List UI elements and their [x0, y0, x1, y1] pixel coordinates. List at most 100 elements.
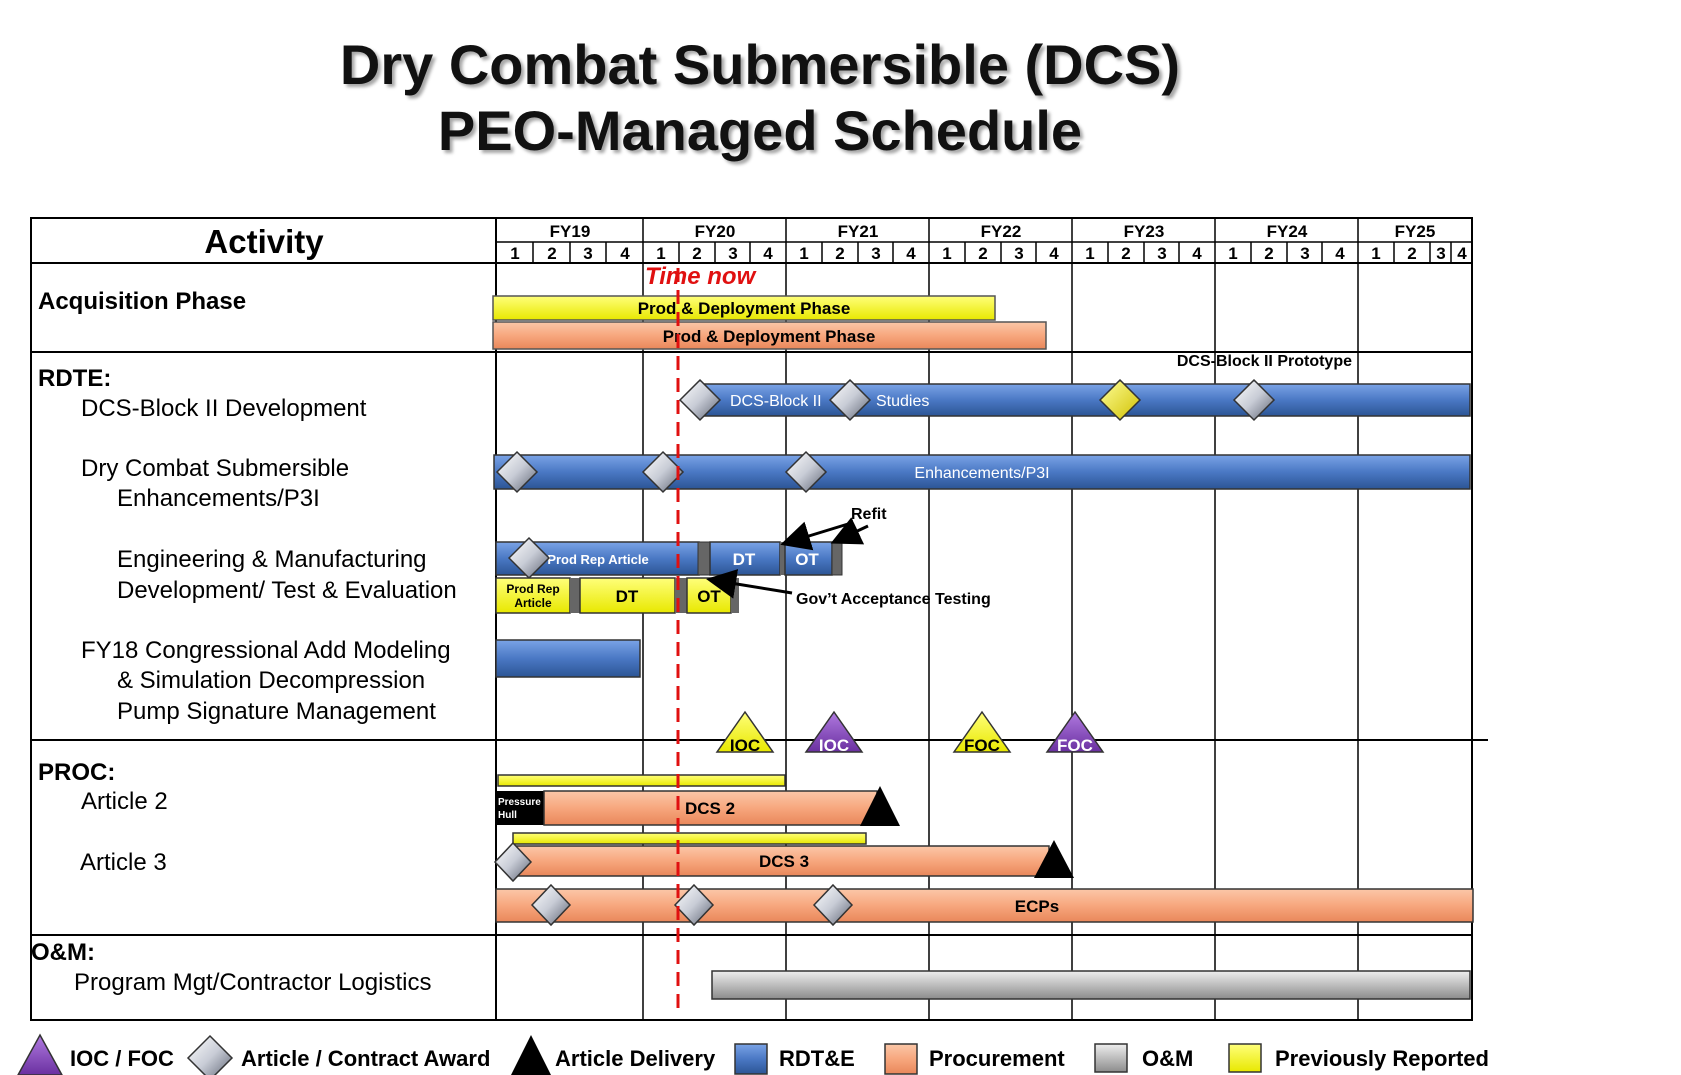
- gov-acceptance-label: Gov’t Acceptance Testing: [796, 591, 991, 608]
- row-enhancements-2: Enhancements/P3I: [117, 485, 320, 512]
- quarter-label: 1: [942, 244, 951, 263]
- quarter-label: 3: [728, 244, 737, 263]
- activity-labels: Acquisition Phase RDTE: DCS-Block II Dev…: [31, 288, 457, 996]
- dcs2-label: DCS 2: [685, 799, 735, 818]
- foc-prev-label: FOC: [964, 736, 1000, 755]
- quarter-label: 2: [547, 244, 556, 263]
- fy-label: FY24: [1267, 222, 1308, 241]
- gap-block: [831, 541, 843, 576]
- quarter-label: 3: [1014, 244, 1023, 263]
- legend-rdte-swatch: [734, 1043, 768, 1075]
- prod-rep-article-bar-prev: [495, 577, 571, 614]
- legend-prev-swatch: [1228, 1043, 1262, 1073]
- quarter-label: 2: [978, 244, 987, 263]
- legend-delivery-label: Article Delivery: [555, 1046, 716, 1071]
- table-grid: [30, 217, 1488, 1021]
- fy-label: FY20: [695, 222, 736, 241]
- row-dcs-block-ii: DCS-Block II Development: [81, 395, 367, 422]
- fy-label: FY23: [1124, 222, 1165, 241]
- row-enhancements-1: Dry Combat Submersible: [81, 455, 349, 482]
- row-fy18-2: & Simulation Decompression: [117, 667, 425, 694]
- legend-article-label: Article / Contract Award: [241, 1046, 490, 1071]
- prod-rep-article-label: Prod Rep Article: [547, 552, 648, 567]
- foc-triangle: [1045, 710, 1105, 753]
- gap-block: [697, 541, 711, 576]
- quarter-label: 1: [799, 244, 808, 263]
- legend-procurement-swatch: [884, 1043, 918, 1075]
- dcs3-label: DCS 3: [759, 852, 809, 871]
- foc-triangle-prev: [952, 710, 1012, 753]
- contract-award-diamond: [812, 883, 854, 927]
- contract-award-diamond: [1232, 378, 1276, 422]
- pressure-hull-block: [496, 791, 544, 825]
- quarter-label: 4: [1192, 244, 1202, 263]
- legend-om-label: O&M: [1142, 1046, 1193, 1071]
- contract-award-diamond: [495, 450, 539, 494]
- row-article-3: Article 3: [80, 849, 167, 876]
- prod-deploy-bar-prev: [492, 295, 996, 321]
- row-program-mgt: Program Mgt/Contractor Logistics: [74, 969, 431, 996]
- legend-rdte-label: RDT&E: [779, 1046, 855, 1071]
- row-acquisition-phase: Acquisition Phase: [38, 288, 246, 315]
- page-title-line-1: Dry Combat Submersible (DCS): [339, 33, 1181, 96]
- quarter-label: 3: [871, 244, 880, 263]
- legend-ioc-foc-label: IOC / FOC: [70, 1046, 174, 1071]
- prod-deploy-label: Prod & Deployment Phase: [663, 327, 876, 346]
- fy-label: FY19: [550, 222, 591, 241]
- row-fy18-3: Pump Signature Management: [117, 698, 436, 725]
- contract-award-diamond-prev: [1098, 378, 1142, 422]
- quarter-label: 4: [906, 244, 916, 263]
- quarter-label: 1: [1228, 244, 1237, 263]
- fy-label: FY21: [838, 222, 879, 241]
- pressure-hull-label-1: Pressure: [498, 797, 541, 808]
- legend: IOC / FOC Article / Contract Award Artic…: [17, 1033, 1489, 1075]
- ioc-triangle-prev: [715, 710, 775, 753]
- prod-deploy-label-prev: Prod & Deployment Phase: [638, 299, 851, 318]
- quarter-label: 4: [1049, 244, 1059, 263]
- quarter-label: 1: [656, 244, 665, 263]
- prod-rep-prev-label-2: Article: [514, 596, 552, 610]
- quarter-label: 2: [692, 244, 701, 263]
- contract-award-diamond: [641, 450, 685, 494]
- row-emd-1: Engineering & Manufacturing: [117, 546, 427, 573]
- gap-block: [570, 578, 580, 613]
- legend-procurement-label: Procurement: [929, 1046, 1065, 1071]
- section-rdte: RDTE:: [38, 365, 111, 392]
- fy-label: FY22: [981, 222, 1022, 241]
- contract-award-diamond: [828, 378, 872, 422]
- quarter-label: 4: [763, 244, 773, 263]
- row-fy18-1: FY18 Congressional Add Modeling: [81, 637, 451, 664]
- quarter-label: 4: [1457, 244, 1467, 263]
- ecps-label: ECPs: [1015, 897, 1059, 916]
- ecps-bar: [495, 888, 1474, 923]
- block2-prototype-label: DCS-Block II Prototype: [1177, 353, 1352, 370]
- ioc-label: IOC: [819, 736, 849, 755]
- quarter-label: 3: [1157, 244, 1166, 263]
- dt-bar-label: DT: [733, 550, 756, 569]
- quarter-label: 3: [1436, 244, 1445, 263]
- block2-bar-label: DCS-Block II: [730, 393, 822, 410]
- section-om: O&M:: [31, 939, 95, 966]
- dcs2-bar: [543, 790, 878, 826]
- page-title-line-2: PEO-Managed Schedule: [437, 99, 1083, 162]
- enhancements-bar-label: Enhancements/P3I: [914, 465, 1049, 482]
- quarter-labels: 1 2 3 4 1 2 3 4 1 2 3 4 1 2 3 4 1 2 3 4 …: [510, 244, 1467, 263]
- quarter-label: 2: [1121, 244, 1130, 263]
- studies-label: Studies: [876, 393, 929, 410]
- fy-label: FY25: [1395, 222, 1436, 241]
- pressure-hull-label-2: Hull: [498, 810, 517, 821]
- contract-award-diamond: [673, 883, 715, 927]
- time-now-label: Time now: [645, 263, 757, 290]
- contract-award-diamond: [678, 378, 722, 422]
- activity-header: Activity: [204, 223, 324, 260]
- program-mgt-bar: [711, 970, 1471, 1000]
- row-emd-2: Development/ Test & Evaluation: [117, 577, 457, 604]
- legend-delivery-icon: [511, 1035, 551, 1075]
- prod-deploy-bar: [492, 321, 1047, 350]
- ioc-prev-label: IOC: [730, 736, 760, 755]
- gov-acceptance-arrow: [706, 569, 793, 599]
- ioc-triangle: [804, 710, 864, 753]
- article-delivery-triangle: [860, 786, 900, 826]
- refit-arrow: [830, 517, 869, 545]
